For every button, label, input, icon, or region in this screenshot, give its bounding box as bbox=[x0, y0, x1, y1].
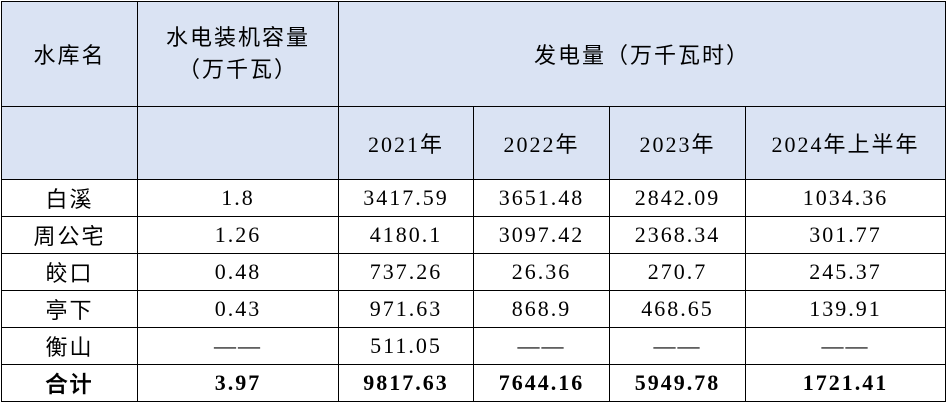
cell: 2368.34 bbox=[609, 216, 746, 254]
cell: —— bbox=[473, 327, 610, 365]
power-table: 水库名 水电装机容量 （万千瓦） 发电量（万千瓦时） 2021年 2022年 202… bbox=[1, 1, 947, 402]
cell: 301.77 bbox=[744, 216, 947, 254]
cell: 白溪 bbox=[1, 179, 138, 217]
header-row: 水库名 水电装机容量 （万千瓦） 发电量（万千瓦时） bbox=[1, 1, 947, 107]
cell: 皎口 bbox=[1, 253, 138, 291]
cell: —— bbox=[609, 327, 746, 365]
header-cell: 水电装机容量 （万千瓦） bbox=[137, 1, 339, 107]
header-cell: 2023年 bbox=[609, 106, 746, 180]
cell: —— bbox=[137, 327, 339, 365]
cell: 1.26 bbox=[137, 216, 339, 254]
cell: 5949.78 bbox=[609, 364, 746, 402]
header-cell: 2022年 bbox=[473, 106, 610, 180]
cell: 3.97 bbox=[137, 364, 339, 402]
header-cell bbox=[1, 106, 138, 180]
cell: 868.9 bbox=[473, 290, 610, 328]
header-line: （万千瓦） bbox=[177, 57, 298, 82]
cell: 7644.16 bbox=[473, 364, 610, 402]
cell: —— bbox=[744, 327, 947, 365]
cell: 衡山 bbox=[1, 327, 138, 365]
cell: 139.91 bbox=[744, 290, 947, 328]
cell: 合计 bbox=[1, 364, 138, 402]
table-body: 水库名 水电装机容量 （万千瓦） 发电量（万千瓦时） 2021年 2022年 202… bbox=[1, 1, 947, 402]
cell: 245.37 bbox=[744, 253, 947, 291]
data-row: 亭下 0.43 971.63 868.9 468.65 139.91 bbox=[1, 290, 947, 328]
header-cell bbox=[137, 106, 339, 180]
total-row: 合计 3.97 9817.63 7644.16 5949.78 1721.41 bbox=[1, 364, 947, 402]
cell: 1.8 bbox=[137, 179, 339, 217]
cell: 1034.36 bbox=[744, 179, 947, 217]
data-row: 周公宅 1.26 4180.1 3097.42 2368.34 301.77 bbox=[1, 216, 947, 254]
cell: 0.43 bbox=[137, 290, 339, 328]
cell: 511.05 bbox=[338, 327, 474, 365]
header-cell: 2021年 bbox=[338, 106, 474, 180]
cell: 周公宅 bbox=[1, 216, 138, 254]
cell: 3097.42 bbox=[473, 216, 610, 254]
cell: 1721.41 bbox=[744, 364, 947, 402]
cell: 亭下 bbox=[1, 290, 138, 328]
cell: 9817.63 bbox=[338, 364, 474, 402]
data-row: 皎口 0.48 737.26 26.36 270.7 245.37 bbox=[1, 253, 947, 291]
cell: 468.65 bbox=[609, 290, 746, 328]
cell: 0.48 bbox=[137, 253, 339, 291]
header-cell: 2024年上半年 bbox=[744, 106, 947, 180]
header-cell: 发电量（万千瓦时） bbox=[337, 1, 947, 107]
cell: 26.36 bbox=[473, 253, 610, 291]
header-line: 水电装机容量 bbox=[165, 25, 310, 50]
data-row: 衡山 —— 511.05 —— —— —— bbox=[1, 327, 947, 365]
cell: 3651.48 bbox=[473, 179, 610, 217]
cell: 270.7 bbox=[609, 253, 746, 291]
data-row: 白溪 1.8 3417.59 3651.48 2842.09 1034.36 bbox=[1, 179, 947, 217]
header-row: 2021年 2022年 2023年 2024年上半年 bbox=[1, 106, 947, 180]
cell: 3417.59 bbox=[338, 179, 474, 217]
cell: 4180.1 bbox=[338, 216, 474, 254]
cell: 737.26 bbox=[338, 253, 474, 291]
cell: 2842.09 bbox=[609, 179, 746, 217]
cell: 971.63 bbox=[338, 290, 474, 328]
header-cell: 水库名 bbox=[1, 1, 138, 107]
